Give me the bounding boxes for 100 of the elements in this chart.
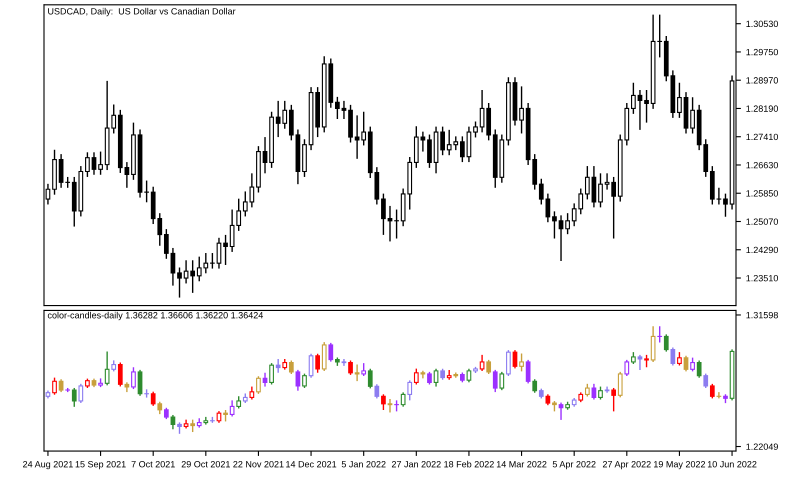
candlestick [572,202,577,227]
candlestick [670,346,676,366]
candlestick [190,418,196,433]
candlestick [131,366,136,390]
candlestick [242,190,248,218]
x-tick-label: 19 May 2022 [654,461,706,470]
candlestick [611,387,616,412]
candlestick [538,388,544,400]
x-tick-label: 14 Dec 2021 [286,461,336,468]
x-tick-label: 10 Jun 2022 [708,461,756,468]
candlestick [578,392,584,403]
candlestick [203,252,208,274]
candlestick [690,356,695,372]
y-tick-label: 1.29750 [746,48,778,56]
candlestick [230,208,234,253]
candlestick [506,349,511,377]
candlestick [354,364,360,382]
y-tick-label: 1.28190 [746,105,778,112]
candlestick [296,369,300,392]
candlestick [584,383,590,398]
candlestick [696,360,702,378]
candlestick [328,342,334,362]
candlestick [190,260,196,294]
candlestick [677,351,682,366]
candlestick [170,414,176,430]
y-tick-label: 1.27410 [746,134,778,140]
candlestick [85,378,90,389]
candlestick [558,402,564,421]
candlestick [58,378,64,393]
candlestick [618,371,623,398]
x-tick-label: 27 Apr 2022 [602,461,651,470]
candlestick [104,350,110,386]
y-tick-label: 1.30530 [746,20,778,28]
candlestick [78,383,84,404]
x-tick-label: 24 Aug 2021 [23,461,73,470]
candlestick [250,386,254,400]
candlestick [440,126,445,156]
candlestick [144,180,149,203]
candlestick [631,82,636,115]
candlestick [124,161,130,188]
candlestick [710,383,715,400]
y-tick-label: 1.22049 [746,443,778,450]
candlestick [196,256,202,282]
candlestick [631,351,636,365]
candlestick [460,372,465,384]
candlestick [427,371,432,386]
candlestick [440,368,445,380]
candlestick [394,400,399,412]
candlestick [230,400,234,418]
candlestick [407,380,412,402]
candlestick [150,390,156,407]
candlestick [492,369,498,393]
candlestick [256,376,261,395]
candlestick [446,129,452,156]
candlestick [111,104,116,134]
candlestick [381,394,386,411]
candlestick [374,384,380,400]
x-tick-label: 14 Mar 2022 [496,461,546,468]
candlestick [348,360,353,376]
candlestick [538,178,544,206]
candlestick [124,382,130,393]
candlestick [361,362,366,377]
candlestick [138,369,142,397]
candlestick [72,387,77,408]
candlestick [276,358,281,374]
candlestick [368,368,373,390]
candlestick [400,392,406,408]
x-tick-label: 22 Nov 2021 [233,461,284,468]
x-tick-label: 15 Sep 2021 [76,461,126,470]
candlestick [269,362,274,386]
candlestick [624,359,630,377]
candlestick [546,394,550,406]
candlestick [546,192,550,223]
candlestick [65,176,70,188]
candlestick [512,349,518,370]
candlestick [453,136,458,151]
candlestick [578,188,584,215]
x-tick-label: 5 Jan 2022 [342,461,386,468]
y-tick-label: 1.26630 [746,162,778,168]
candlestick [526,359,530,384]
candlestick [288,360,294,375]
candlestick [650,326,656,363]
candlestick [236,198,242,232]
candlestick [684,355,688,372]
candlestick [361,111,366,146]
x-tick-label: 5 Apr 2022 [552,461,596,470]
candlestick [322,341,327,372]
candlestick [282,100,288,130]
y-tick-label: 1.23510 [746,274,778,282]
candlestick [223,409,228,422]
candlestick [282,358,288,370]
candlestick [657,326,662,344]
candlestick [434,368,438,388]
candlestick [262,372,268,388]
candlestick [532,378,538,394]
x-tick-label: 7 Oct 2021 [132,461,175,468]
candlestick [592,383,596,400]
chart-title: color-candles-daily 1.36282 1.36606 1.36220 1.36424 [48,312,264,320]
candlestick [276,100,281,138]
candlestick [388,398,392,414]
